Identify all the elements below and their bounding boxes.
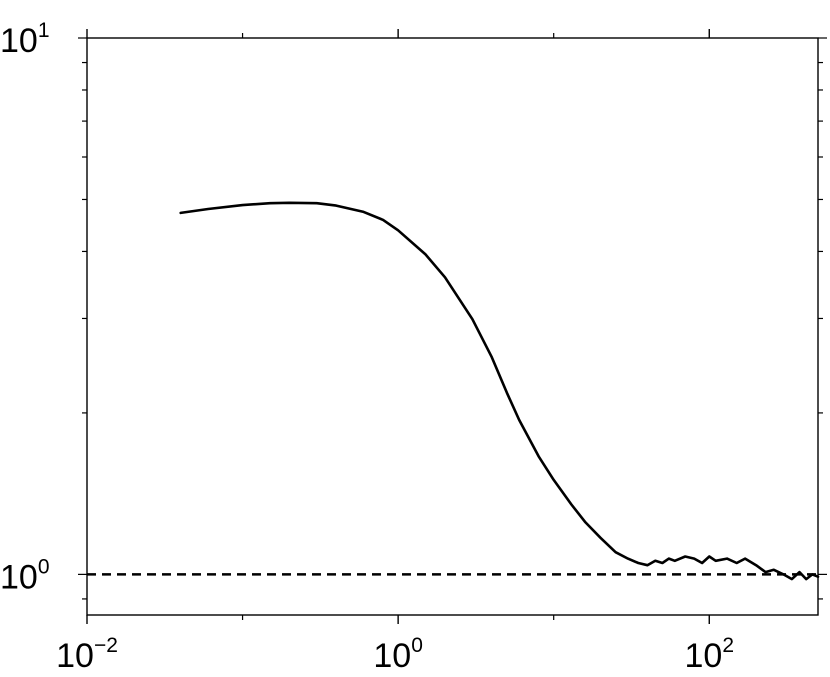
x-tick-label: 10−2 <box>56 634 118 675</box>
x-tick-label: 100 <box>373 634 423 675</box>
x-tick-label: 102 <box>685 634 735 675</box>
series-line <box>179 201 820 581</box>
series-layer <box>179 201 820 581</box>
y-tick-label: 101 <box>0 19 50 60</box>
plot-frame <box>86 37 819 616</box>
tick-marks <box>78 29 827 624</box>
y-tick-label: 100 <box>0 555 50 596</box>
